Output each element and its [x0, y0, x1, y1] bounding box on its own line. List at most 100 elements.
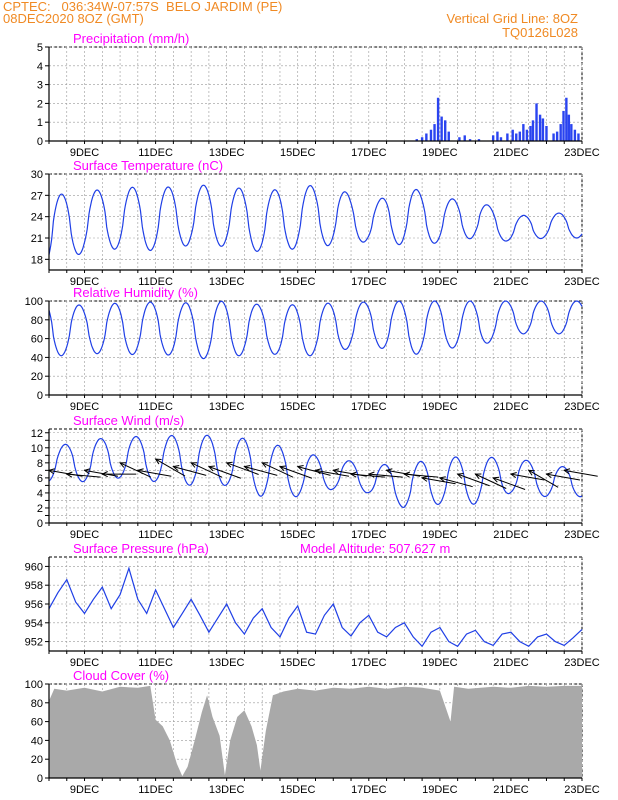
y-tick-label: 100 — [25, 296, 43, 308]
precip-bar — [463, 135, 466, 141]
x-tick-label: 13DEC — [209, 784, 245, 796]
panel-title: Relative Humidity (%) — [73, 285, 198, 300]
precip-bar — [491, 135, 495, 141]
wind-arrow — [422, 477, 456, 485]
wind-arrow — [208, 466, 242, 479]
wind-arrow-head — [172, 464, 180, 471]
precip-bar — [511, 129, 514, 141]
wind-arrow — [190, 462, 223, 478]
x-tick-label: 9DEC — [70, 276, 99, 288]
precip-bar — [538, 114, 542, 141]
wind-arrow-head — [243, 464, 251, 471]
panel-annotation: Model Altitude: 507.627 m — [300, 541, 450, 556]
precip-bar — [515, 133, 518, 141]
header-datetime: 08DEC2020 8OZ (GMT) — [3, 11, 144, 26]
wind-arrow — [439, 477, 473, 488]
wind-arrow-head — [474, 473, 482, 480]
precip-bar — [496, 131, 499, 141]
wind-arrow — [404, 473, 439, 478]
y-tick-label: 1 — [37, 117, 43, 129]
y-tick-label: 0 — [37, 773, 43, 785]
y-tick-label: 100 — [25, 679, 43, 691]
wind-arrow-head — [136, 468, 144, 475]
x-tick-label: 13DEC — [209, 276, 245, 288]
x-tick-label: 13DEC — [209, 529, 245, 541]
wind-arrow-head — [101, 471, 108, 478]
x-tick-label: 11DEC — [138, 276, 173, 288]
y-tick-label: 10 — [31, 443, 43, 455]
wind-arrow-head — [367, 471, 375, 478]
wind-arrow — [368, 473, 403, 478]
wind-arrow-head — [438, 476, 446, 483]
wind-arrow — [528, 469, 559, 488]
wind-arrow-head — [349, 471, 357, 478]
rh-line — [48, 300, 583, 360]
y-tick-label: 27 — [31, 190, 43, 202]
wind-arrow-head — [119, 462, 127, 468]
wind-arrow — [297, 466, 331, 476]
wind-arrow-head — [154, 458, 162, 465]
x-tick-label: 9DEC — [70, 784, 99, 796]
y-tick-label: 80 — [31, 315, 43, 327]
header-station: CPTEC: 036:34W-07:57S BELO JARDIM (PE) — [3, 0, 283, 14]
wind-arrow-head — [456, 473, 464, 479]
x-tick-label: 21DEC — [493, 529, 529, 541]
y-tick-label: 80 — [31, 698, 43, 710]
x-tick-label: 19DEC — [422, 147, 458, 159]
precip-bar — [567, 114, 571, 141]
wind-arrow — [137, 469, 172, 477]
x-tick-label: 17DEC — [351, 401, 387, 413]
x-tick-label: 15DEC — [280, 657, 316, 669]
wind-arrow — [173, 466, 207, 476]
precip-bar — [573, 129, 577, 141]
y-tick-label: 20 — [31, 754, 43, 766]
x-tick-label: 21DEC — [493, 147, 529, 159]
wind-arrow — [84, 469, 119, 477]
x-tick-label: 15DEC — [280, 276, 316, 288]
wind-arrow-head — [225, 461, 233, 468]
y-tick-label: 40 — [31, 352, 43, 364]
precip-bar — [555, 131, 559, 141]
wind-arrow — [279, 466, 313, 479]
y-tick-label: 4 — [37, 488, 43, 500]
x-tick-label: 19DEC — [422, 657, 458, 669]
panel-rh: 0 20 40 60 80 100 9DEC 11DEC 13DEC 15DEC 17DEC 19DE… — [25, 285, 600, 413]
precip-bar — [458, 137, 461, 141]
y-tick-label: 60 — [31, 334, 43, 346]
y-tick-label: 958 — [25, 580, 43, 592]
precip-bar — [499, 137, 503, 141]
precip-bar — [433, 124, 436, 141]
wind-arrow-head — [492, 476, 500, 483]
x-tick-label: 15DEC — [280, 401, 316, 413]
wind-arrow — [475, 473, 507, 489]
y-tick-label: 3 — [37, 80, 43, 92]
panel-title: Cloud Cover (%) — [73, 668, 169, 683]
header-code: TQ0126L028 — [502, 25, 578, 40]
y-tick-label: 40 — [31, 735, 43, 747]
precip-bar — [429, 129, 433, 141]
x-tick-label: 23DEC — [564, 276, 600, 288]
x-tick-label: 19DEC — [422, 276, 458, 288]
x-tick-label: 11DEC — [138, 147, 173, 159]
x-tick-label: 19DEC — [422, 529, 458, 541]
x-tick-label: 11DEC — [138, 657, 173, 669]
precip-bar — [531, 120, 535, 141]
precip-bar — [577, 133, 580, 141]
y-tick-label: 954 — [25, 618, 43, 630]
y-tick-label: 4 — [37, 61, 43, 73]
x-tick-label: 19DEC — [422, 784, 458, 796]
y-tick-label: 2 — [37, 98, 43, 110]
x-tick-label: 17DEC — [351, 276, 387, 288]
x-tick-label: 23DEC — [564, 657, 600, 669]
panel-precip: 0 1 2 3 4 5 9DEC 11DEC 13DEC 15DEC 17DEC 19DEC 21DEC… — [37, 31, 600, 159]
wind-arrow-head — [545, 472, 553, 479]
y-tick-label: 30 — [31, 169, 43, 181]
panel-wind: 0 2 4 6 8 10 12 9DEC 11DEC 13DEC 15DEC 17DEC 19DEC 21… — [31, 413, 600, 541]
precip-bar — [443, 120, 447, 141]
wind-arrow-head — [527, 469, 535, 476]
panel-title: Surface Wind (m/s) — [73, 413, 184, 428]
precip-bar — [562, 110, 565, 141]
wind-arrow-head — [385, 468, 393, 475]
precip-bar — [535, 103, 538, 141]
